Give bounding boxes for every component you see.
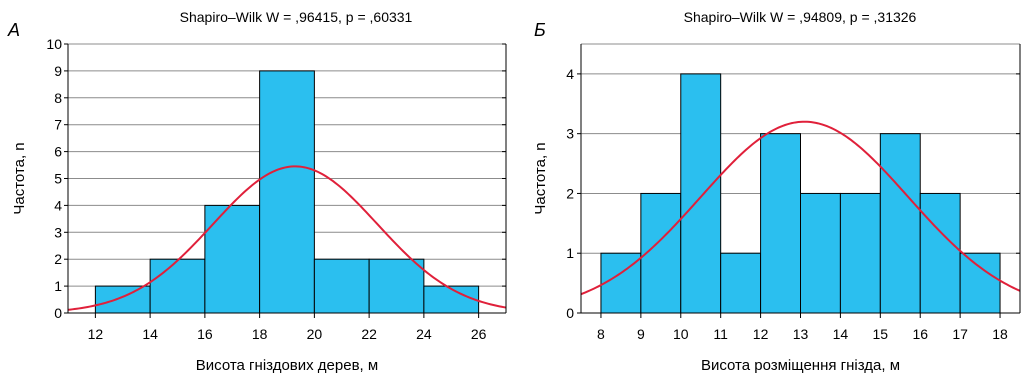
y-tick-label: 1 bbox=[54, 278, 62, 294]
y-tick-label: 4 bbox=[54, 197, 62, 213]
normal-curve bbox=[580, 120, 1021, 296]
histogram-bar bbox=[879, 133, 921, 314]
histogram-bar bbox=[680, 73, 722, 314]
x-tick-label: 17 bbox=[952, 326, 968, 342]
x-tick-label: 10 bbox=[673, 326, 689, 342]
y-tick-label: 9 bbox=[54, 63, 62, 79]
x-tick-label: 12 bbox=[88, 326, 104, 342]
panel-letter: А bbox=[7, 20, 20, 40]
y-tick-label: 5 bbox=[54, 171, 62, 187]
x-tick-label: 26 bbox=[471, 326, 487, 342]
histogram-bar bbox=[423, 285, 480, 314]
histogram-bar bbox=[259, 70, 315, 314]
histogram-bar bbox=[839, 192, 881, 314]
x-axis-label: Висота гніздових дерев, м bbox=[196, 357, 378, 374]
histogram-bar bbox=[919, 192, 961, 314]
y-tick-label: 7 bbox=[54, 117, 62, 133]
x-tick-label: 12 bbox=[753, 326, 769, 342]
histogram-bar bbox=[94, 285, 151, 314]
x-tick-label: 9 bbox=[637, 326, 645, 342]
x-tick-label: 8 bbox=[597, 326, 605, 342]
histogram-bar bbox=[149, 258, 206, 314]
x-tick-label: 24 bbox=[416, 326, 432, 342]
x-tick-label: 22 bbox=[361, 326, 377, 342]
x-tick-label: 15 bbox=[873, 326, 889, 342]
y-tick-label: 4 bbox=[566, 66, 574, 82]
chart-title: Shapiro–Wilk W = ,94809, p = ,31326 bbox=[684, 9, 917, 25]
histogram-bar bbox=[720, 252, 762, 314]
x-tick-label: 14 bbox=[833, 326, 849, 342]
y-tick-label: 8 bbox=[54, 90, 62, 106]
y-axis-label: Частота, n bbox=[11, 142, 28, 214]
y-tick-label: 3 bbox=[54, 224, 62, 240]
y-tick-label: 6 bbox=[54, 144, 62, 160]
chart-title: Shapiro–Wilk W = ,96415, p = ,60331 bbox=[180, 9, 413, 25]
x-tick-label: 18 bbox=[992, 326, 1008, 342]
histogram-bar bbox=[800, 192, 841, 314]
panel-letter: Б bbox=[534, 20, 546, 40]
x-tick-label: 20 bbox=[307, 326, 323, 342]
x-tick-label: 16 bbox=[912, 326, 928, 342]
y-tick-label: 2 bbox=[54, 251, 62, 267]
histogram-bar bbox=[959, 252, 1001, 314]
y-tick-label: 3 bbox=[566, 126, 574, 142]
y-tick-label: 2 bbox=[566, 185, 574, 201]
x-tick-label: 11 bbox=[713, 326, 728, 342]
x-tick-label: 18 bbox=[252, 326, 268, 342]
y-axis-label: Частота, n bbox=[532, 142, 549, 214]
histogram-bar bbox=[760, 133, 801, 314]
y-tick-label: 1 bbox=[566, 245, 574, 261]
y-tick-label: 0 bbox=[54, 305, 62, 321]
x-tick-label: 16 bbox=[197, 326, 213, 342]
x-tick-label: 14 bbox=[142, 326, 158, 342]
y-tick-label: 10 bbox=[46, 36, 62, 52]
x-tick-label: 13 bbox=[793, 326, 809, 342]
normal-curve bbox=[67, 165, 507, 311]
histogram-bar bbox=[204, 204, 261, 314]
x-axis-label: Висота розміщення гнізда, м bbox=[701, 357, 900, 374]
histogram-bar bbox=[368, 258, 425, 314]
histogram-bar bbox=[313, 258, 370, 314]
y-tick-label: 0 bbox=[566, 305, 574, 321]
